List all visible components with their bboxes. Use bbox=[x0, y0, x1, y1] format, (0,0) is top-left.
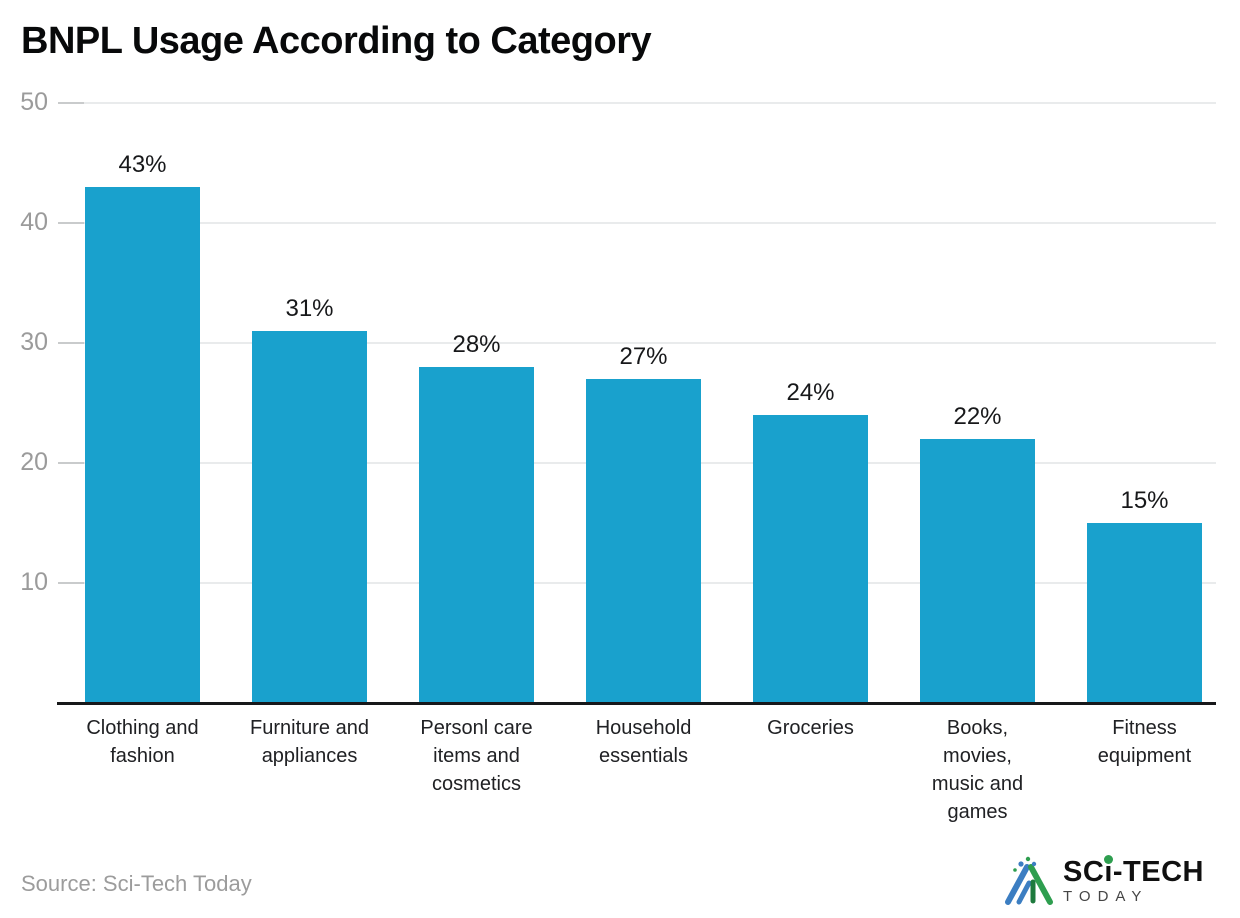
gridline bbox=[84, 222, 1216, 224]
x-axis-line bbox=[57, 702, 1216, 705]
bar-value-label: 27% bbox=[619, 343, 668, 370]
y-tick-label: 20 bbox=[20, 448, 48, 476]
bar-value-label: 28% bbox=[452, 331, 501, 358]
x-axis-label-household: Household essentials bbox=[595, 717, 692, 767]
bar bbox=[252, 331, 367, 703]
bar-group-household: 27% bbox=[560, 103, 727, 703]
bar bbox=[419, 367, 534, 703]
bar-group-personal-care: 28% bbox=[393, 103, 560, 703]
x-axis-label-personal-care: Personl care items and cosmetics bbox=[420, 717, 533, 795]
bar-value-label: 24% bbox=[786, 379, 835, 406]
bars-container: 43% 31% 28% 27% 24% 22% bbox=[59, 103, 1228, 703]
sci-tech-today-logo: SC i -TECH TODAY bbox=[1004, 855, 1204, 906]
logo-today-text: TODAY bbox=[1063, 888, 1149, 905]
bar-group-fitness: 15% bbox=[1061, 103, 1228, 703]
y-tick-mark bbox=[58, 582, 84, 584]
chart-title: BNPL Usage According to Category bbox=[21, 20, 652, 62]
bar-value-label: 22% bbox=[953, 403, 1002, 430]
y-tick-label: 50 bbox=[20, 88, 48, 116]
x-axis-label-furniture: Furniture and appliances bbox=[250, 717, 369, 767]
bar-group-books-movies: 22% bbox=[894, 103, 1061, 703]
bar-group-furniture: 31% bbox=[226, 103, 393, 703]
y-tick-label: 40 bbox=[20, 208, 48, 236]
sci-tech-logo-icon bbox=[1005, 856, 1054, 905]
x-axis-labels: Clothing and fashion Furniture and appli… bbox=[59, 714, 1228, 826]
bar-group-clothing: 43% bbox=[59, 103, 226, 703]
bar bbox=[1087, 523, 1202, 703]
bar bbox=[753, 415, 868, 703]
logo-text-sc: SC bbox=[1063, 856, 1105, 888]
logo-text-tech: -TECH bbox=[1112, 856, 1204, 888]
x-axis-label-fitness: Fitness equipment bbox=[1097, 717, 1192, 767]
bar-value-label: 43% bbox=[118, 151, 167, 178]
bar-group-groceries: 24% bbox=[727, 103, 894, 703]
y-tick-label: 10 bbox=[20, 568, 48, 596]
bar-value-label: 31% bbox=[285, 295, 334, 322]
x-axis-label-books-movies: Books, movies, music and games bbox=[931, 717, 1024, 823]
y-tick-mark bbox=[58, 222, 84, 224]
logo-wordmark: SC i -TECH TODAY bbox=[1063, 855, 1204, 905]
x-axis-label-groceries: Groceries bbox=[767, 717, 854, 739]
source-attribution: Source: Sci-Tech Today bbox=[21, 871, 252, 896]
y-tick-label: 30 bbox=[20, 328, 48, 356]
bar bbox=[920, 439, 1035, 703]
plot-area: 50 40 30 20 10 43% bbox=[0, 88, 1240, 703]
gridline bbox=[84, 342, 1216, 344]
logo-text-i: i bbox=[1104, 855, 1113, 888]
y-tick-mark bbox=[58, 102, 84, 104]
logo-brand-name: SC i -TECH bbox=[1063, 855, 1204, 888]
y-tick-mark bbox=[58, 342, 84, 344]
x-axis-label-clothing: Clothing and fashion bbox=[86, 717, 199, 767]
bar-value-label: 15% bbox=[1120, 487, 1169, 514]
y-tick-mark bbox=[58, 462, 84, 464]
gridline bbox=[84, 102, 1216, 104]
bar bbox=[85, 187, 200, 703]
bar bbox=[586, 379, 701, 703]
